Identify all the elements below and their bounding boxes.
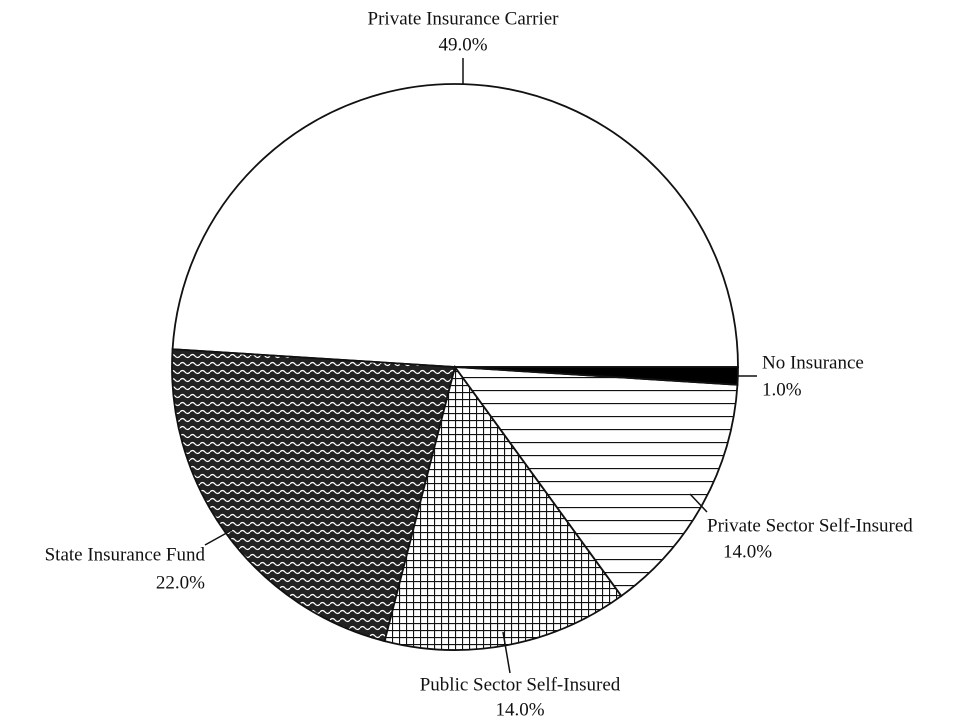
slice-value-label: 1.0% <box>762 379 802 400</box>
slice-label: Public Sector Self-Insured <box>420 674 621 695</box>
pie-slice <box>453 365 739 598</box>
leader-line <box>689 493 708 513</box>
slice-value-label: 49.0% <box>438 34 487 55</box>
slice-value-label: 14.0% <box>495 699 544 720</box>
pie-slice <box>171 83 739 368</box>
slice-label: Private Insurance Carrier <box>368 8 560 29</box>
slice-label: Private Sector Self-Insured <box>707 515 913 536</box>
slice-value-label: 14.0% <box>723 541 772 562</box>
leader-line <box>502 631 511 674</box>
slice-value-label: 22.0% <box>156 572 205 593</box>
slice-label: No Insurance <box>762 352 864 373</box>
slice-label: State Insurance Fund <box>45 544 206 565</box>
leader-line <box>204 529 233 546</box>
pie-slice <box>383 364 623 651</box>
